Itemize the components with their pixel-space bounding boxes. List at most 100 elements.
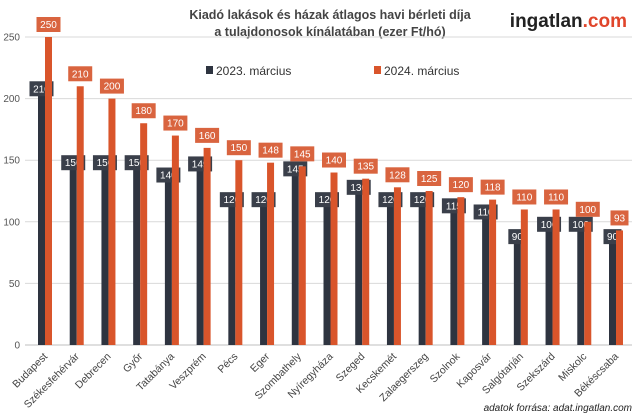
data-label-box [480,179,505,195]
data-label-box [575,201,600,217]
data-label: 150 [128,158,145,169]
bar-2024 [298,166,306,345]
legend-swatch-2023 [206,66,213,74]
bar-2023 [164,172,172,345]
bar-2024 [76,86,84,345]
data-label: 150 [65,158,82,169]
bar-2024 [140,123,148,346]
bar-2024 [45,37,52,345]
legend-swatch-2024 [374,66,381,74]
bar-2024 [552,209,560,345]
bar-2023 [291,166,299,345]
bar-2023 [450,203,458,345]
data-label-box [322,152,346,168]
data-label-box [448,177,473,193]
data-label: 140 [326,156,343,167]
bar-2023 [323,197,331,345]
data-label: 128 [389,170,406,181]
bar-2023 [133,160,141,345]
bar-2023 [101,160,109,345]
legend-label-2024: 2024. március [384,64,459,78]
data-label-box [385,167,410,183]
bar-2023 [38,86,45,345]
data-label: 150 [97,158,114,169]
data-label: 90 [512,232,524,243]
data-label: 120 [255,195,272,206]
data-label: 100 [541,220,558,231]
data-label: 115 [446,201,462,212]
data-label: 150 [230,143,247,154]
bar-2024 [203,147,211,345]
data-label-box [417,171,442,186]
bar-2023 [228,197,236,345]
data-label: 120 [414,195,431,206]
data-label: 120 [223,195,240,206]
y-tick-label: 250 [3,33,20,44]
y-tick-label: 50 [9,279,21,290]
bar-2023 [355,184,363,345]
bar-2024 [235,160,243,345]
data-label-box [610,210,629,226]
y-tick-label: 0 [14,341,20,352]
data-label: 148 [262,146,279,157]
data-label-box [68,66,93,82]
bar-2023 [482,209,490,345]
legend: 2023. március 2024. március [206,64,459,78]
bar-2024 [584,221,592,345]
chart-title-line-2: a tulajdonosok kínálatában (ezer Ft/hó) [214,25,445,39]
data-label-box [36,17,61,32]
data-label-box [163,115,188,131]
bar-2024 [520,209,528,345]
data-label: 100 [572,220,589,231]
data-label: 110 [478,207,494,218]
x-tick-label: Székesfehérvár [22,350,82,410]
data-label-box [99,78,124,94]
x-tick-label: Pécs [215,351,240,376]
data-label-box [512,189,537,205]
bar-2023 [609,234,616,345]
data-label: 110 [548,192,564,203]
x-tick-label: Győr [121,350,146,375]
data-label-box [195,127,220,143]
bar-2024 [171,135,179,345]
data-label: 120 [453,180,470,191]
bar-2023 [513,234,521,345]
data-label: 135 [357,162,374,173]
bar-2024 [457,197,465,345]
data-label-box [258,142,283,158]
ingatlan-logo: ingatlan.com [510,11,627,32]
data-label: 149 [192,159,209,170]
bar-2024 [267,162,275,345]
legend-label-2023: 2023. március [216,64,291,78]
bar-2024 [108,98,116,345]
bar-2024 [616,230,623,345]
data-label: 120 [382,195,399,206]
source-note: adatok forrása: adat.ingatlan.com [484,403,632,414]
data-label: 90 [607,232,619,243]
bar-2024 [489,199,497,345]
data-label: 130 [350,183,367,194]
data-label: 200 [104,82,121,93]
data-label: 120 [319,195,336,206]
bar-2023 [196,161,204,345]
data-label-box [290,146,315,162]
bar-2023 [386,197,394,345]
bar-2023 [69,160,77,345]
bar-2023 [577,221,585,345]
data-label: 250 [40,20,57,31]
data-label: 160 [199,131,216,142]
data-label-box [353,158,378,174]
y-tick-label: 100 [3,217,20,228]
bar-2024 [393,187,401,345]
bar-2024 [425,191,433,345]
bar-2024 [362,178,370,345]
data-label: 93 [614,213,626,224]
bar-2023 [260,197,268,345]
x-tick-label: Eger [248,350,273,375]
data-label: 145 [287,164,304,175]
data-label-box [226,140,251,156]
data-label: 145 [294,149,311,160]
data-label: 210 [72,69,89,80]
data-label-box [544,189,569,205]
